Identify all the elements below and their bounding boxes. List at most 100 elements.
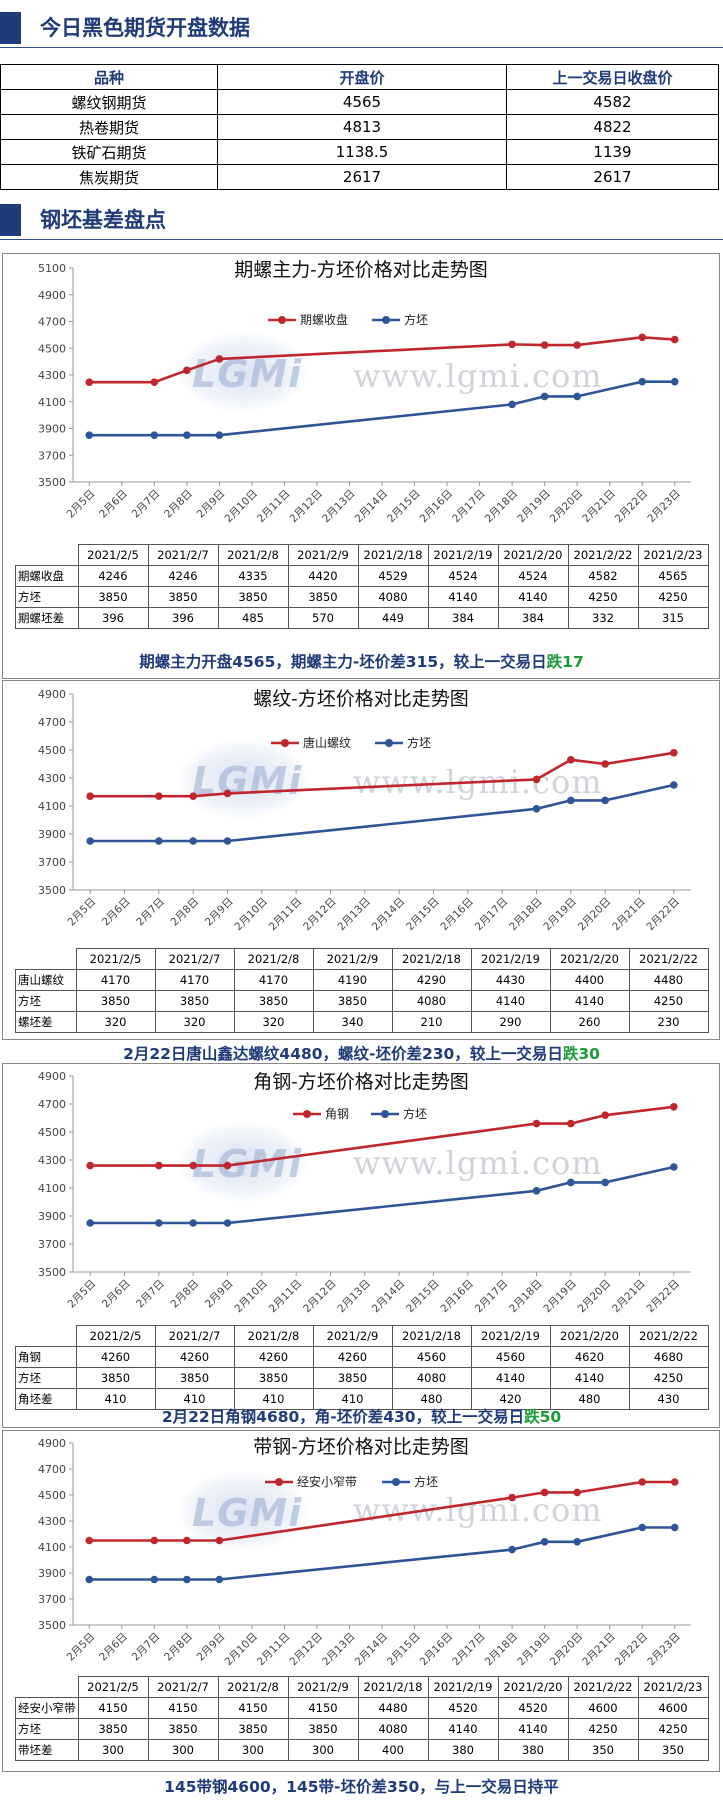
chart-caption: 145带钢4600，145带-坯价差350，与上一交易日持平	[0, 1775, 723, 1797]
x-tick-label: 2月11日	[267, 896, 305, 934]
table-cell: 4582	[506, 89, 719, 115]
data-point	[223, 1219, 232, 1227]
table-row: 经安小窄带 4150 4150 4150 4150 4480 4520 4520 4600 460…	[15, 1697, 709, 1719]
table-cell: 铁矿石期货	[0, 139, 218, 165]
table-cell: 3850	[217, 586, 289, 608]
x-tick-label: 2月6日	[100, 1278, 133, 1311]
x-tick-label: 2月12日	[288, 488, 326, 526]
x-tick-label: 2月20日	[548, 1631, 586, 1669]
legend-label: 方坯	[414, 1474, 438, 1489]
table-cell: 4140	[427, 1718, 499, 1740]
date-header-cell: 2021/2/22	[628, 948, 709, 970]
y-tick-label: 4700	[38, 1463, 66, 1476]
table-row: 螺坯差 320 320 320 340 210 290 260 230	[15, 1011, 709, 1033]
x-tick-label: 2月10日	[232, 896, 270, 934]
data-point	[86, 1161, 94, 1170]
table-cell: 4813	[217, 114, 507, 140]
x-tick-label: 2月14日	[370, 896, 408, 934]
data-point	[638, 377, 647, 386]
chart-panel: LGMi www.lgmi.com 4900 4700 4500 4300 4100 3900…	[2, 680, 720, 1040]
x-tick-label: 2月13日	[320, 488, 358, 526]
y-tick-label: 4700	[38, 1098, 66, 1111]
table-cell: 300	[147, 1739, 219, 1761]
data-point	[150, 378, 159, 387]
table-cell: 螺纹钢期货	[0, 89, 218, 115]
table-cell: 3850	[312, 1367, 393, 1389]
section-title: 钢坯基差盘点	[40, 208, 166, 232]
table-cell: 4420	[287, 565, 359, 587]
x-tick-label: 2月5日	[65, 488, 98, 521]
table-header-row: 品种 开盘价 上一交易日收盘价	[0, 64, 719, 90]
x-tick-label: 2月19日	[515, 1631, 553, 1669]
data-point	[567, 1178, 575, 1187]
data-point	[508, 400, 516, 409]
x-tick-label: 2月8日	[162, 1631, 195, 1664]
table-cell: 4080	[357, 1718, 429, 1740]
y-tick-label: 3700	[38, 856, 66, 869]
table-row: 焦炭期货 2617 2617	[0, 164, 719, 190]
data-point	[670, 1103, 678, 1111]
date-header-cell: 2021/2/19	[470, 1325, 551, 1347]
row-label-cell: 期螺坯差	[15, 607, 79, 629]
table-cell: 3850	[233, 990, 314, 1012]
series-line	[90, 783, 675, 843]
table-cell: 4524	[427, 565, 499, 587]
table-cell: 4250	[637, 586, 709, 608]
table-cell: 2617	[217, 164, 507, 190]
table-row: 热卷期货 4813 4822	[0, 114, 719, 140]
table-cell: 320	[75, 1011, 156, 1033]
y-tick-label: 3900	[38, 423, 66, 436]
x-tick-label: 2月21日	[610, 896, 648, 934]
table-header-row: 2021/2/5 2021/2/7 2021/2/8 2021/2/9 2021/2/1…	[15, 1676, 709, 1698]
table-cell: 4140	[549, 990, 630, 1012]
caption-text: 期螺主力开盘4565，期螺主力-坯价差315，较上一交易日	[139, 653, 547, 671]
data-point	[567, 756, 575, 764]
caption-text: 2月22日唐山鑫达螺纹4480，螺纹-坯价差230，较上一交易日	[123, 1045, 563, 1063]
lgmi-logo-icon: LGMi	[178, 332, 308, 412]
table-cell: 384	[497, 607, 569, 629]
data-point	[86, 837, 94, 845]
table-header-row: 2021/2/5 2021/2/7 2021/2/8 2021/2/9 2021/2/1…	[15, 948, 709, 970]
x-tick-label: 2月6日	[100, 896, 133, 929]
table-cell: 4140	[470, 1367, 551, 1389]
watermark-logo-text: LGMi	[192, 352, 303, 396]
date-header-cell: 2021/2/5	[75, 1325, 156, 1347]
y-tick-label: 4700	[38, 716, 66, 729]
table-row: 铁矿石期货 1138.5 1139	[0, 139, 719, 165]
table-cell: 3850	[233, 1367, 314, 1389]
table-cell: 332	[567, 607, 639, 629]
x-tick-label: 2月7日	[134, 896, 167, 929]
y-tick-label: 4300	[38, 772, 66, 785]
table-header-row: 2021/2/5 2021/2/7 2021/2/8 2021/2/9 2021/2/1…	[15, 1325, 709, 1347]
table-cell: 4190	[312, 969, 393, 991]
date-header-cell: 2021/2/5	[75, 948, 156, 970]
legend-swatch-marker	[392, 1478, 400, 1486]
series-line	[89, 335, 675, 384]
x-tick-label: 2月14日	[353, 1631, 391, 1669]
row-label-cell: 螺坯差	[15, 1011, 77, 1033]
table-cell: 焦炭期货	[0, 164, 218, 190]
table-corner-cell	[15, 1325, 77, 1347]
date-header-cell: 2021/2/8	[217, 544, 289, 566]
table-row: 唐山螺纹 4170 4170 4170 4190 4290 4430 4400 4480	[15, 969, 709, 991]
y-tick-label: 3900	[38, 1210, 66, 1223]
x-tick-label: 2月13日	[320, 1631, 358, 1669]
legend-swatch-marker	[303, 1110, 311, 1118]
legend-label: 期螺收盘	[300, 312, 348, 327]
x-tick-label: 2月12日	[301, 1278, 339, 1316]
table-cell: 2617	[506, 164, 719, 190]
y-tick-label: 4500	[38, 744, 66, 757]
date-header-cell: 2021/2/22	[567, 544, 639, 566]
caption-change: 跌50	[524, 1408, 562, 1426]
series-line	[90, 1165, 675, 1225]
table-cell: 350	[567, 1739, 639, 1761]
table-cell: 3850	[154, 990, 235, 1012]
y-tick-label: 5100	[38, 262, 66, 275]
table-cell: 4250	[628, 1367, 709, 1389]
section-title: 今日黑色期货开盘数据	[40, 16, 250, 40]
table-row: 方坯 3850 3850 3850 3850 4080 4140 4140 4250	[15, 990, 709, 1012]
table-cell: 485	[217, 607, 289, 629]
data-point	[155, 837, 163, 845]
table-cell: 4480	[357, 1697, 429, 1719]
date-header-cell: 2021/2/18	[391, 1325, 472, 1347]
